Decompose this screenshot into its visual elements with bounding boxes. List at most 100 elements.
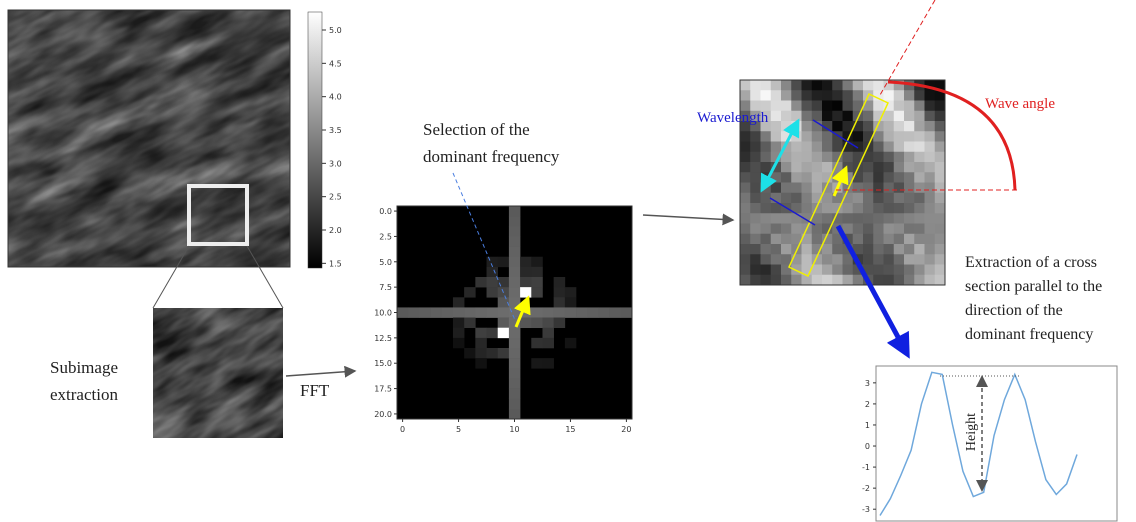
- colorbar-tick-label: 2.0: [329, 226, 342, 235]
- zoom-pixel: [761, 234, 772, 245]
- fft-pixel: [475, 348, 486, 358]
- colorbar: [308, 12, 322, 268]
- zoom-pixel: [894, 90, 905, 101]
- fft-pixel: [509, 257, 520, 267]
- zoom-pixel: [750, 193, 761, 204]
- fft-pixel: [509, 368, 520, 378]
- zoom-pixel: [750, 90, 761, 101]
- zoom-pixel: [771, 234, 782, 245]
- fft-pixel: [509, 358, 520, 368]
- fft-pixel: [554, 297, 565, 307]
- zoom-pixel: [761, 142, 772, 153]
- zoom-pixel: [812, 142, 823, 153]
- y-tick-label: 20.0: [374, 410, 392, 419]
- zoom-pixel: [791, 111, 802, 122]
- zoom-pixel: [894, 121, 905, 132]
- zoom-pixel: [935, 224, 946, 235]
- zoom-pixel: [781, 183, 792, 194]
- zoom-pixel: [771, 80, 782, 91]
- zoom-pixel: [935, 183, 946, 194]
- fft-pixel: [509, 378, 520, 388]
- zoom-pixel: [863, 183, 874, 194]
- zoom-pixel: [935, 193, 946, 204]
- zoom-pixel: [925, 193, 936, 204]
- zoom-pixel: [822, 152, 833, 163]
- zoom-pixel: [843, 203, 854, 214]
- zoom-pixel: [750, 213, 761, 224]
- fft-pixel: [475, 307, 486, 317]
- zoom-pixel: [904, 275, 915, 286]
- fft-pixel: [531, 358, 542, 368]
- zoom-pixel: [812, 234, 823, 245]
- subimage-label: Subimage: [50, 358, 118, 377]
- zoom-pixel: [750, 254, 761, 265]
- zoom-pixel: [925, 265, 936, 276]
- zoom-pixel: [873, 244, 884, 255]
- zoom-pixel: [904, 90, 915, 101]
- zoom-pixel: [802, 172, 813, 183]
- fft-pixel: [565, 297, 576, 307]
- zoom-pixel: [884, 121, 895, 132]
- zoom-pixel: [832, 275, 843, 286]
- fft-pixel: [554, 318, 565, 328]
- zoom-pixel: [843, 265, 854, 276]
- zoom-pixel: [914, 203, 925, 214]
- fft-pixel: [576, 307, 587, 317]
- fft-pixel: [509, 328, 520, 338]
- zoom-pixel: [802, 111, 813, 122]
- zoom-pixel: [914, 121, 925, 132]
- zoom-pixel: [781, 80, 792, 91]
- zoom-pixel: [843, 152, 854, 163]
- zoom-pixel: [873, 183, 884, 194]
- zoom-pixel: [914, 275, 925, 286]
- zoom-pixel: [822, 162, 833, 173]
- fft-pixel: [453, 297, 464, 307]
- fft-pixel: [598, 307, 609, 317]
- fft-pixel: [542, 307, 553, 317]
- zoom-pixel: [791, 224, 802, 235]
- diagram: Subimage extraction FFT 0.02.55.07.510.0…: [0, 0, 1136, 522]
- zoom-pixel: [884, 265, 895, 276]
- zoom-pixel: [873, 142, 884, 153]
- zoom-pixel: [863, 213, 874, 224]
- zoom-pixel: [771, 131, 782, 142]
- zoom-pixel: [802, 244, 813, 255]
- zoom-pixel: [904, 142, 915, 153]
- fft-pixel: [509, 267, 520, 277]
- fft-pixel: [509, 399, 520, 409]
- zoom-pixel: [791, 213, 802, 224]
- fft-pixel: [587, 307, 598, 317]
- y-tick-label: 2: [865, 400, 870, 409]
- fft-pixel: [520, 287, 531, 297]
- zoom-pixel: [750, 275, 761, 286]
- zoom-pixel: [935, 234, 946, 245]
- zoom-pixel: [761, 131, 772, 142]
- zoom-pixel: [904, 203, 915, 214]
- zoom-pixel: [771, 111, 782, 122]
- zoom-pixel: [894, 101, 905, 112]
- zoom-pixel: [925, 90, 936, 101]
- zoom-pixel: [791, 172, 802, 183]
- y-tick-label: 10.0: [374, 309, 392, 318]
- fft-pixel: [431, 307, 442, 317]
- zoom-pixel: [761, 265, 772, 276]
- zoom-pixel: [802, 275, 813, 286]
- zoom-pixel: [791, 101, 802, 112]
- zoom-pixel: [771, 275, 782, 286]
- zoom-pixel: [802, 193, 813, 204]
- fft-pixel: [408, 307, 419, 317]
- zoom-pixel: [740, 152, 751, 163]
- zoom-pixel: [832, 265, 843, 276]
- fft-pixel: [509, 226, 520, 236]
- x-tick-label: 10: [509, 425, 519, 434]
- extraction-label: Extraction of a cross: [965, 254, 1097, 271]
- zoom-pixel: [761, 80, 772, 91]
- zoom-pixel: [781, 244, 792, 255]
- zoom-pixel: [740, 254, 751, 265]
- fft-pixel: [509, 277, 520, 287]
- zoom-pixel: [884, 111, 895, 122]
- fft-pixel: [565, 338, 576, 348]
- height-label: Height: [964, 413, 979, 451]
- zoom-pixel: [822, 90, 833, 101]
- fft-pixel: [509, 409, 520, 419]
